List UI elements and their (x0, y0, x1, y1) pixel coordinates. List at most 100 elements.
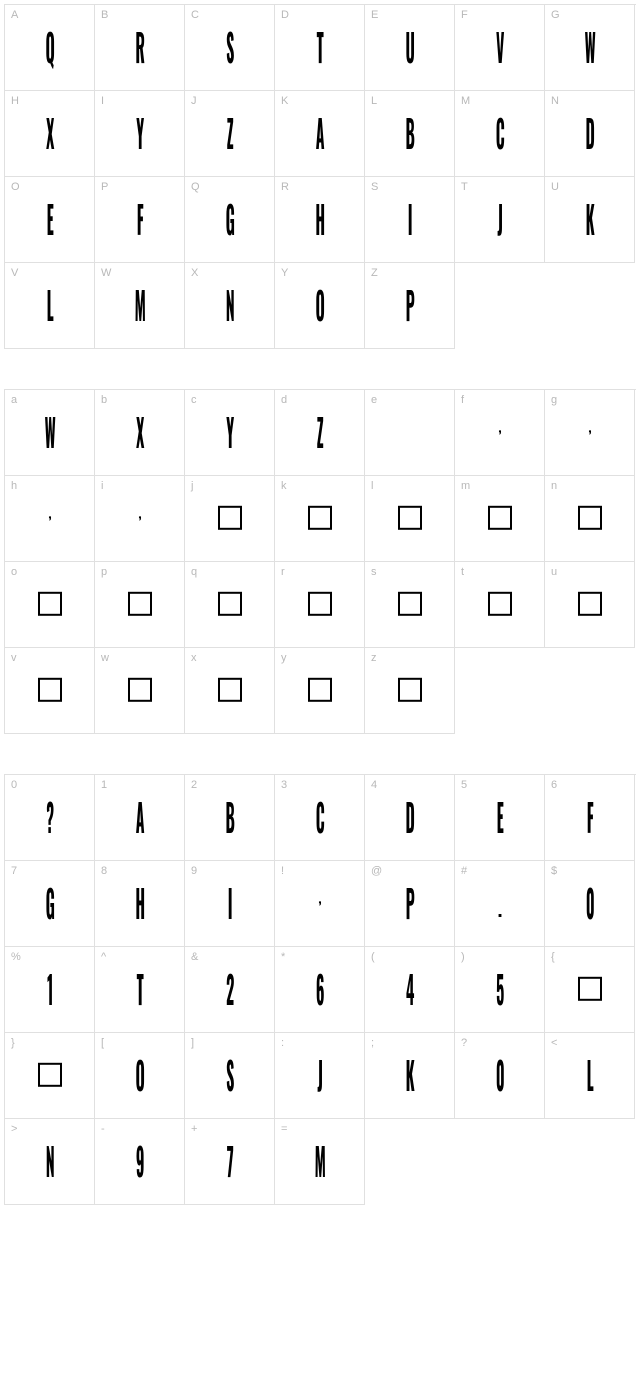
glyph-cell: g, (545, 390, 635, 476)
key-label: a (11, 394, 17, 406)
glyph-display: W (584, 27, 595, 65)
glyph-cell: KA (275, 91, 365, 177)
key-label: u (551, 566, 557, 578)
glyph-cell: VL (5, 263, 95, 349)
glyph-cell: *6 (275, 947, 365, 1033)
glyph-display: 4 (406, 969, 414, 1007)
glyph-cell: )5 (455, 947, 545, 1033)
glyph-display: , (138, 506, 140, 520)
glyph-cell: UK (545, 177, 635, 263)
key-label: : (281, 1037, 284, 1049)
glyph-cell: t (455, 562, 545, 648)
glyph-display: A (135, 797, 143, 835)
glyph-cell: DT (275, 5, 365, 91)
key-label: [ (101, 1037, 104, 1049)
key-label: & (191, 951, 198, 963)
key-label: 2 (191, 779, 197, 791)
glyph-cell: v (5, 648, 95, 734)
glyph-cell: %1 (5, 947, 95, 1033)
glyph-cell: r (275, 562, 365, 648)
key-label: L (371, 95, 377, 107)
glyph-display: G (225, 199, 234, 237)
glyph-display: K (405, 1055, 414, 1093)
glyph-cell: YO (275, 263, 365, 349)
glyph-cell: } (5, 1033, 95, 1119)
key-label: 3 (281, 779, 287, 791)
key-label: d (281, 394, 287, 406)
glyph-cell: :J (275, 1033, 365, 1119)
key-label: H (11, 95, 19, 107)
key-label: g (551, 394, 557, 406)
glyph-cell: z (365, 648, 455, 734)
glyph-display: . (498, 898, 502, 918)
glyph-display: P (405, 285, 414, 323)
key-label: e (371, 394, 377, 406)
key-label: j (191, 480, 193, 492)
glyph-cell: q (185, 562, 275, 648)
key-label: B (101, 9, 108, 21)
key-label: v (11, 652, 17, 664)
glyph-display (578, 976, 602, 1000)
glyph-cell: LB (365, 91, 455, 177)
glyph-display: X (136, 412, 144, 450)
glyph-display (38, 591, 62, 615)
glyph-display: O (135, 1055, 144, 1093)
glyph-display (578, 591, 602, 615)
key-label: } (11, 1037, 15, 1049)
key-label: ; (371, 1037, 374, 1049)
key-label: o (11, 566, 17, 578)
key-label: s (371, 566, 377, 578)
glyph-cell: EU (365, 5, 455, 91)
key-label: n (551, 480, 557, 492)
glyph-display: , (498, 420, 500, 434)
glyph-cell: ;K (365, 1033, 455, 1119)
glyph-cell: i, (95, 476, 185, 562)
glyph-display: M (134, 285, 145, 323)
glyph-cell: ^T (95, 947, 185, 1033)
glyph-cell: 2B (185, 775, 275, 861)
key-label: K (281, 95, 288, 107)
glyph-cell: XN (185, 263, 275, 349)
key-label: J (191, 95, 197, 107)
key-label: > (11, 1123, 17, 1135)
glyph-display (398, 591, 422, 615)
glyph-cell: TJ (455, 177, 545, 263)
glyph-display (308, 505, 332, 529)
glyph-cell: j (185, 476, 275, 562)
glyph-display: E (46, 199, 53, 237)
key-label: q (191, 566, 197, 578)
key-label: 9 (191, 865, 197, 877)
glyph-cell: 8H (95, 861, 185, 947)
glyph-display: 0 (495, 1055, 503, 1093)
glyph-display: B (405, 113, 414, 151)
key-label: ! (281, 865, 284, 877)
glyph-grid: aWbXcYdZef,g,h,i,jklmnopqrstuvwxyz (4, 389, 636, 734)
key-label: Q (191, 181, 200, 193)
glyph-cell: =M (275, 1119, 365, 1205)
key-label: ^ (101, 951, 106, 963)
glyph-display: D (585, 113, 594, 151)
glyph-cell: bX (95, 390, 185, 476)
glyph-cell: WM (95, 263, 185, 349)
glyph-display: N (45, 1141, 54, 1179)
glyph-display: N (225, 285, 234, 323)
glyph-cell: 7G (5, 861, 95, 947)
glyph-cell: s (365, 562, 455, 648)
key-label: k (281, 480, 287, 492)
glyph-display: F (136, 199, 143, 237)
glyph-display: T (136, 969, 143, 1007)
glyph-grid: AQBRCSDTEUFVGWHXIYJZKALBMCNDOEPFQGRHSITJ… (4, 4, 636, 349)
glyph-cell: RH (275, 177, 365, 263)
glyph-cell: IY (95, 91, 185, 177)
key-label: M (461, 95, 470, 107)
glyph-display (308, 677, 332, 701)
key-label: # (461, 865, 467, 877)
key-label: $ (551, 865, 557, 877)
key-label: 4 (371, 779, 377, 791)
glyph-display (578, 505, 602, 529)
glyph-cell: 4D (365, 775, 455, 861)
glyph-display (308, 591, 332, 615)
glyph-display: J (497, 199, 502, 237)
glyph-cell: <L (545, 1033, 635, 1119)
key-label: + (191, 1123, 197, 1135)
